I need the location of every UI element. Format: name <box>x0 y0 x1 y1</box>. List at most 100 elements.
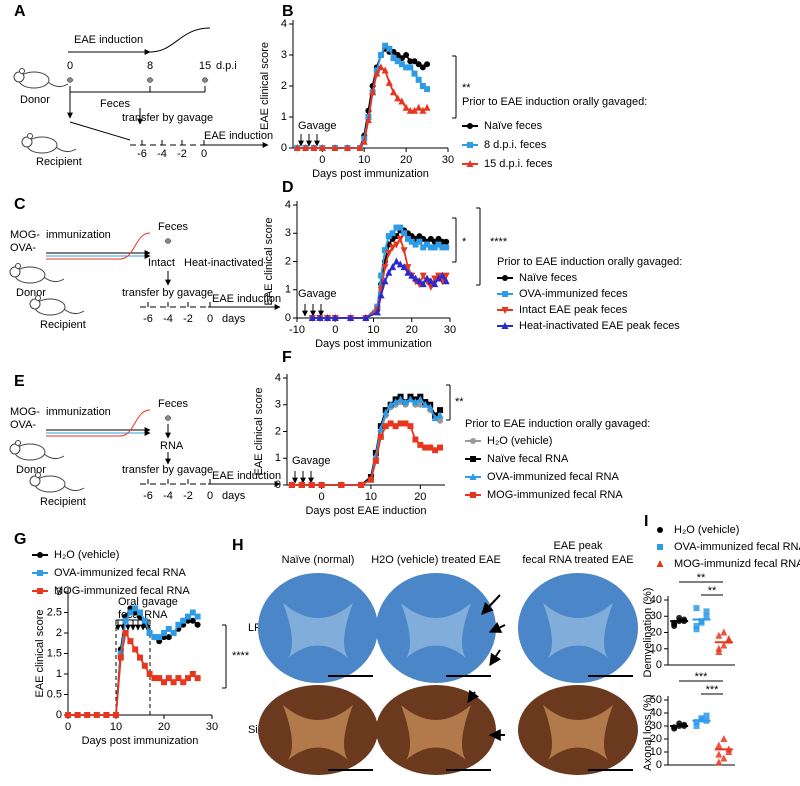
x-tick-label: -10 <box>289 324 305 336</box>
data-point <box>417 401 424 408</box>
series-line <box>68 630 199 716</box>
y-tick-label: 10 <box>650 643 662 655</box>
legend-label: MOG-immunizd fecal RNA <box>674 558 800 570</box>
data-point <box>403 52 410 58</box>
data-point <box>720 754 728 762</box>
legend-label: OVA-immunized fecal RNA <box>54 567 186 579</box>
x-tick-label: 20 <box>158 721 170 733</box>
arrow <box>69 121 131 141</box>
label: Donor <box>16 287 46 299</box>
label: immunization <box>46 229 111 241</box>
mouse-tail <box>63 485 85 492</box>
data-point <box>385 268 393 276</box>
mouse-ear <box>35 295 41 301</box>
data-point <box>397 420 404 427</box>
data-point <box>389 244 397 252</box>
data-point <box>715 741 723 749</box>
y-axis-label: Demyelination (%) <box>642 588 654 678</box>
data-point <box>113 712 119 718</box>
feces-icon <box>66 77 74 83</box>
x-axis-label: Days post immunization <box>315 338 432 350</box>
timepoint: 15 <box>199 60 211 72</box>
y-tick-label: 3 <box>56 586 62 598</box>
data-point <box>103 712 110 718</box>
data-point <box>419 64 426 71</box>
legend-marker <box>502 275 508 281</box>
data-point <box>372 457 379 464</box>
panel-label: F <box>282 349 292 366</box>
data-point <box>331 314 339 321</box>
mouse-tail <box>47 81 69 88</box>
mouse-tail <box>43 453 65 460</box>
label: transfer by gavage <box>122 112 213 124</box>
y-tick-label: 3 <box>275 399 281 411</box>
legend-marker <box>37 570 43 576</box>
data-point <box>403 64 410 71</box>
y-tick-label: 2 <box>275 425 281 437</box>
data-point <box>298 482 305 488</box>
annotation: Oral gavage <box>118 596 178 608</box>
legend-label: OVA-immunized fecal RNA <box>487 471 619 483</box>
data-point <box>132 646 139 653</box>
data-point <box>165 675 172 682</box>
feces-icon <box>201 77 209 83</box>
y-tick-label: 2 <box>281 80 287 92</box>
data-point <box>404 268 412 276</box>
data-point <box>437 417 444 424</box>
data-point <box>331 144 339 151</box>
day: -2 <box>177 148 187 160</box>
data-point <box>412 436 419 443</box>
legend-marker <box>467 123 473 129</box>
column-title: Naïve (normal) <box>282 554 355 566</box>
day: -4 <box>163 490 173 502</box>
data-point <box>431 275 439 283</box>
data-point <box>382 42 389 49</box>
day: 0 <box>207 490 213 502</box>
y-tick-label: 30 <box>650 720 662 732</box>
y-tick-label: 1 <box>281 111 287 123</box>
panel-label: C <box>14 196 26 213</box>
data-point <box>377 291 385 299</box>
data-point <box>127 638 134 645</box>
data-point <box>382 423 389 430</box>
legend-marker <box>501 322 509 329</box>
data-point <box>411 398 419 406</box>
data-point <box>435 274 443 282</box>
label: Donor <box>16 464 46 476</box>
data-point <box>117 654 124 661</box>
data-point <box>65 712 71 718</box>
data-point <box>151 634 158 641</box>
data-point <box>406 395 414 403</box>
data-point <box>358 482 365 488</box>
legend-marker <box>466 160 474 167</box>
legend-marker <box>37 588 43 594</box>
data-point <box>392 423 399 430</box>
legend-marker <box>37 552 43 558</box>
data-point <box>310 144 318 151</box>
label: transfer by gavage <box>122 287 213 299</box>
data-point <box>703 608 710 615</box>
data-point <box>393 224 400 231</box>
panel-label: A <box>14 3 26 20</box>
x-tick-label: 0 <box>332 324 338 336</box>
data-point <box>720 735 728 742</box>
data-point <box>386 45 393 52</box>
data-point <box>426 403 434 411</box>
label: Intact <box>148 257 175 269</box>
x-tick-label: 0 <box>319 491 325 503</box>
data-point <box>443 238 450 245</box>
data-point <box>676 614 683 621</box>
day: 0 <box>201 148 207 160</box>
mouse-tail <box>43 276 65 283</box>
data-point <box>415 277 423 285</box>
data-point <box>693 719 700 726</box>
annotation: ** <box>708 585 717 597</box>
y-tick-label: 20 <box>650 733 662 745</box>
data-point <box>146 630 153 636</box>
legend-label: Naïve feces <box>484 120 543 132</box>
data-point <box>419 83 426 89</box>
data-point <box>161 630 167 636</box>
data-point <box>385 78 393 86</box>
x-axis-label: Days post immunization <box>312 168 429 180</box>
data-point <box>194 613 201 620</box>
